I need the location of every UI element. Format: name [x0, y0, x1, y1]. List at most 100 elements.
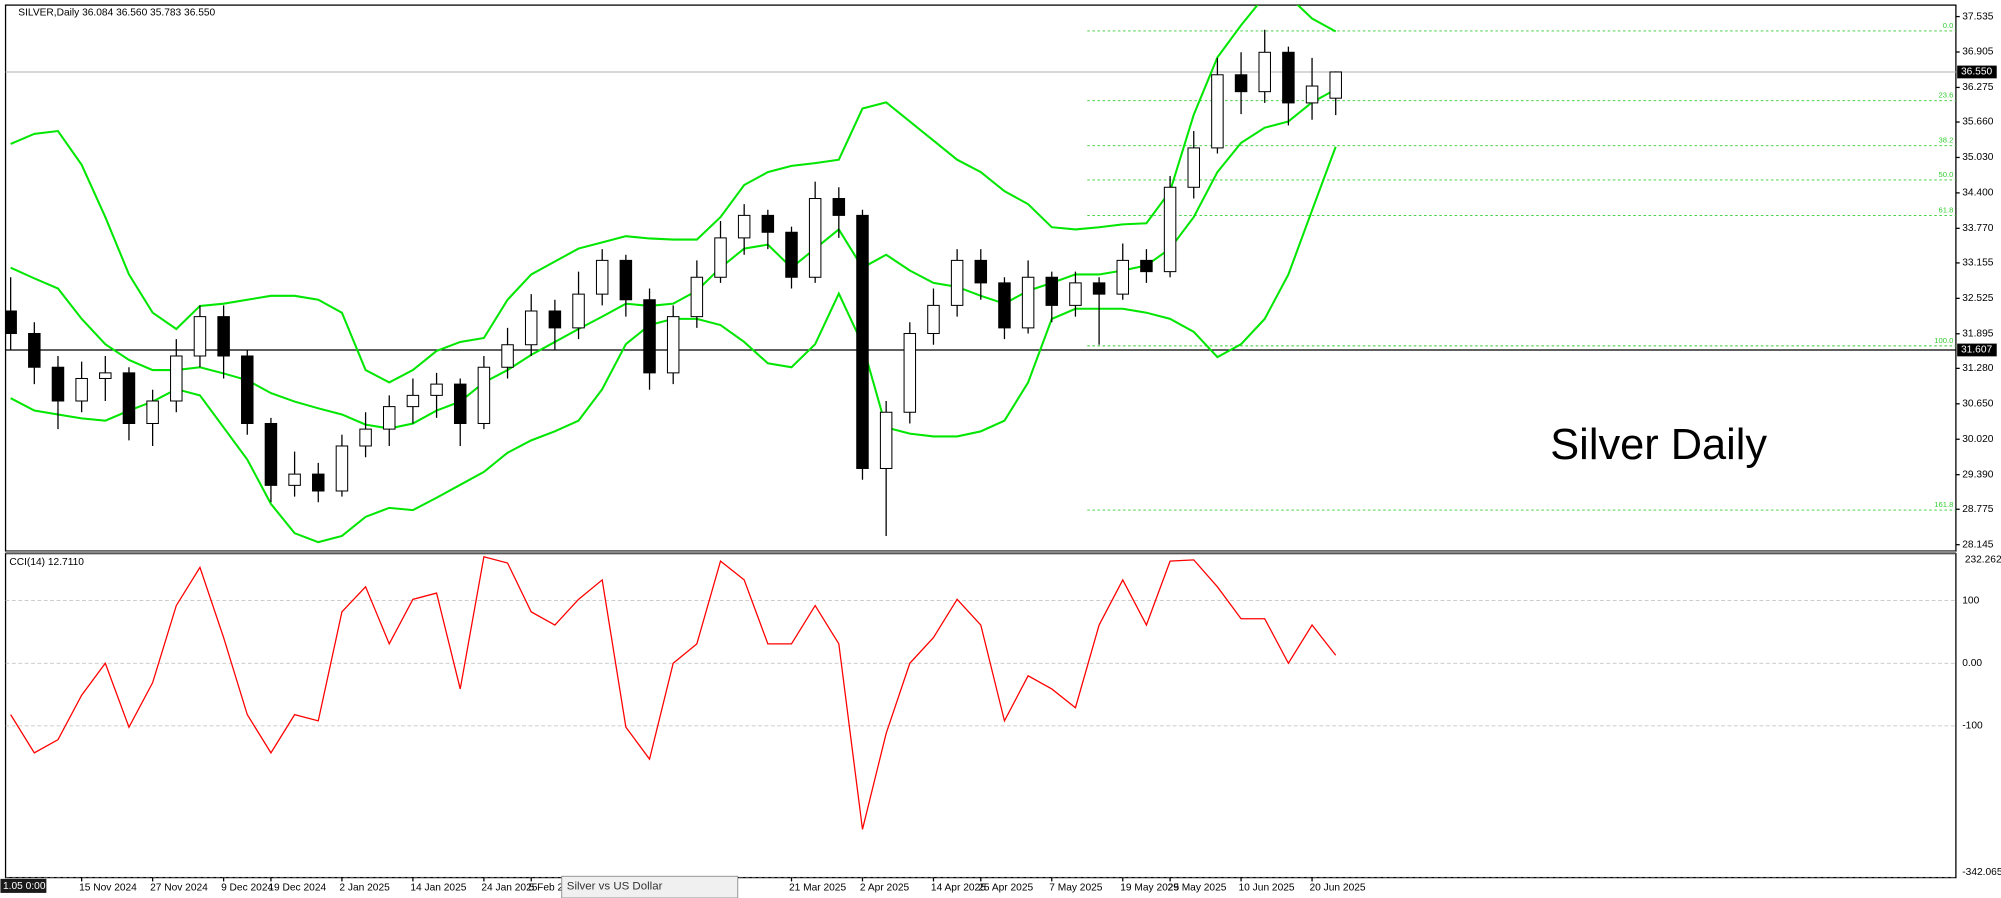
- x-tick-label: 2 Apr 2025: [860, 882, 910, 893]
- chart-title: SILVER,Daily: [18, 7, 80, 18]
- candle-body: [75, 377, 88, 402]
- price-label-box: [1957, 343, 1997, 357]
- candle-body: [99, 372, 112, 380]
- y-tick-label: 31.895: [1962, 328, 1993, 339]
- y-tick-label: 35.660: [1962, 117, 1993, 128]
- fib-label: 100.0: [1934, 336, 1953, 345]
- candle-body: [193, 316, 207, 357]
- candle-body: [974, 259, 988, 284]
- x-tick-label: 25 Apr 2025: [978, 882, 1033, 893]
- y-tick-label: 28.775: [1962, 504, 1993, 515]
- candle-body: [714, 237, 727, 278]
- x-tick-label: 9 Dec 2024: [221, 882, 273, 893]
- indicator-tick-label: -342.065: [1962, 867, 2001, 878]
- candle-body: [453, 383, 467, 424]
- band-upper: [10, 5, 1337, 384]
- candle-body: [1211, 74, 1224, 149]
- indicator-line: [10, 555, 1337, 830]
- x-tick-label: 21 Mar 2025: [789, 882, 847, 893]
- candle-body: [1329, 71, 1342, 99]
- x-tick-label: 7 May 2025: [1049, 882, 1103, 893]
- candle-body: [1282, 51, 1295, 104]
- price-label-box: [1957, 65, 1997, 79]
- candle-body: [1021, 276, 1035, 329]
- y-tick-label: 28.145: [1962, 539, 1993, 550]
- candle-body: [690, 276, 704, 318]
- candle-body: [217, 316, 230, 357]
- indicator-tick-label: -100: [1962, 721, 1983, 732]
- candle-body: [785, 231, 798, 278]
- candle-body: [264, 422, 278, 486]
- candle-body: [998, 282, 1011, 329]
- candle-body: [288, 473, 301, 486]
- x-tick-label: 29 May 2025: [1168, 882, 1227, 893]
- candle-body: [524, 310, 538, 346]
- y-tick-label: 32.525: [1962, 293, 1993, 304]
- y-tick-label: 33.155: [1962, 258, 1993, 269]
- candle-body: [1116, 259, 1130, 295]
- x-tick-label: 10 Jun 2025: [1239, 882, 1295, 893]
- candle-body: [1187, 147, 1200, 188]
- candle-body: [903, 332, 917, 413]
- y-tick-label: 36.275: [1962, 82, 1993, 93]
- candle-body: [1305, 85, 1319, 104]
- time-label-box: [0, 878, 47, 893]
- x-tick-label: 2 Jan 2025: [339, 882, 390, 893]
- candle-body: [1045, 276, 1059, 306]
- candle-body: [737, 214, 751, 239]
- candle-body: [5, 310, 17, 335]
- candle-body: [28, 332, 41, 368]
- indicator-plot: [5, 555, 1956, 878]
- candle-body: [595, 259, 609, 295]
- y-tick-label: 36.905: [1962, 47, 1993, 58]
- indicator-max-label: 232.2625: [1965, 555, 2001, 566]
- candle-body: [1092, 282, 1106, 295]
- indicator-title: CCI(14) 12.7110: [9, 557, 84, 568]
- axes: 37.535 36.905 36.275 35.660 35.030 34.400 33.7…: [79, 11, 2001, 893]
- candle-body: [879, 411, 893, 469]
- candle-body: [170, 355, 183, 402]
- candle-body: [406, 394, 420, 408]
- y-tick-label: 33.770: [1962, 223, 1993, 234]
- price-label: 31.607: [1961, 345, 1992, 356]
- x-tick-label: 19 May 2025: [1120, 882, 1179, 893]
- y-tick-label: 34.400: [1962, 188, 1993, 199]
- x-tick-label: 14 Jan 2025: [410, 882, 466, 893]
- y-tick-label: 30.650: [1962, 398, 1993, 409]
- candle-body: [146, 400, 159, 424]
- x-tick-label: 19 Dec 2024: [268, 882, 326, 893]
- candle-body: [122, 372, 136, 424]
- candle-body: [950, 259, 964, 306]
- candle-body: [927, 304, 940, 335]
- candle-body: [359, 428, 372, 447]
- candle-body: [619, 259, 633, 301]
- fib-label: 161.8: [1934, 500, 1953, 509]
- candle-body: [312, 473, 325, 492]
- tab-label[interactable]: Silver vs US Dollar: [567, 881, 663, 893]
- annotation: Silver Daily: [1550, 421, 1767, 469]
- band-middle: [10, 88, 1337, 430]
- price-label: 36.550: [1961, 67, 1992, 78]
- y-tick-label: 35.030: [1962, 152, 1993, 163]
- candle-body: [335, 445, 349, 492]
- fib-label: 23.6: [1938, 91, 1953, 100]
- time-label: 1.05 0:00: [3, 881, 46, 892]
- y-tick-label: 29.390: [1962, 469, 1993, 480]
- candle-body: [241, 355, 254, 424]
- x-tick-label: 5 Feb 2025: [529, 882, 581, 893]
- candle-body: [808, 198, 822, 278]
- indicator-tick-label: 0.00: [1962, 658, 1982, 669]
- candle-body: [501, 344, 514, 368]
- candle-body: [643, 299, 656, 374]
- x-tick-label: 24 Jan 2025: [481, 882, 537, 893]
- main-plot: 0.0 23.6 38.2 50.0 61.8 100.0 161.8: [5, 5, 1956, 544]
- fib-label: 50.0: [1938, 170, 1953, 179]
- candle-body: [382, 406, 396, 430]
- fib-label: 0.0: [1943, 21, 1954, 30]
- x-tick-label: 14 Apr 2025: [931, 882, 986, 893]
- candle-body: [856, 214, 869, 469]
- candle-body: [1258, 51, 1271, 93]
